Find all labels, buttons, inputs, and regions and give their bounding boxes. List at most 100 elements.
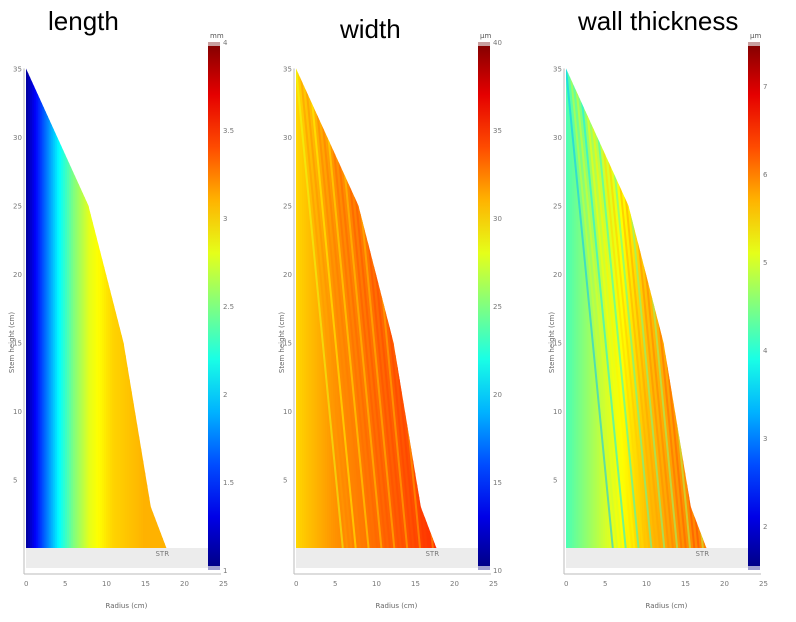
heatmap-strip [460,69,463,549]
chart-title: length [48,6,119,36]
heatmap-strip [82,68,86,548]
colorbar-cap [748,42,760,46]
colorbar-tick-label: 7 [763,83,767,91]
heatmap-strip [428,68,432,548]
length-chart: STR 0 5 10 15 20 25 5 10 15 20 25 30 35 Radius (cm) Ste… [8,32,234,610]
heatmap-strip [174,69,177,549]
heatmap-strip [90,68,93,548]
texture-streak [697,68,707,548]
heatmap-strip [49,68,52,548]
heatmap-strip [430,68,434,548]
heatmap-strip [160,68,164,548]
heatmap-strip [620,68,624,548]
heatmap-strip [105,68,109,548]
heatmap-strip [190,69,193,549]
heatmap-strip [434,68,437,548]
heatmap-strip [414,68,418,548]
heatmap-strip [368,68,371,548]
texture-streak [303,68,353,548]
heatmap-strip [424,68,428,548]
heatmap-strip [172,69,175,549]
y-tick-label: 10 [13,408,22,416]
colorbar-unit: μm [480,32,491,40]
heatmap-strip [364,68,367,548]
heatmap-strip [170,69,173,549]
heatmap-strip [336,68,340,548]
heatmap-strip [86,68,89,548]
heatmap-strip [472,69,475,549]
heatmap-strip [65,68,68,548]
heatmap-strip [94,68,97,548]
x-axis-label: Radius (cm) [106,602,148,610]
texture-streak [320,68,370,548]
colorbar-tick-label: 1.5 [223,479,234,487]
heatmap-strip [39,68,43,548]
colorbar-cap [208,566,220,570]
heatmap-strip [200,69,203,549]
heatmap-strip [315,68,319,548]
heatmap-strip [585,68,589,548]
heatmap-strip [362,68,365,548]
heatmap-strip [700,68,704,548]
heatmap-strip [325,68,328,548]
heatmap-strip [696,68,700,548]
heatmap-strip [104,68,107,548]
heatmap-strip [319,68,322,548]
heatmap-strip [41,68,45,548]
heatmap-strip [307,68,311,548]
heatmap-strip [297,68,301,548]
heatmap-strip [379,68,383,548]
x-tick-label: 20 [720,580,729,588]
heatmap-strip [102,68,105,548]
texture-streak [685,68,707,548]
colorbar-tick-label: 2.5 [223,303,234,311]
heatmap-strip [708,69,711,549]
heatmap-strip [53,68,56,548]
x-tick-label: 25 [489,580,498,588]
heatmap-strip [454,69,457,549]
texture-streak [438,69,485,549]
heatmap-strip [26,68,29,548]
colorbar-tick-label: 4 [763,347,768,355]
heatmap-strip [686,68,690,548]
texture-streak [432,68,437,548]
heatmap-strip [581,68,585,548]
heatmap-strip [354,68,358,548]
heatmap-strip [475,69,478,549]
x-tick-label: 10 [642,580,651,588]
heatmap-strip [690,68,694,548]
heatmap-strip [716,69,719,549]
heatmap-strip [186,69,189,549]
heatmap-strip [301,68,305,548]
heatmap-strip [432,68,436,548]
heatmap-strip [734,69,737,549]
base-band [566,548,755,568]
heatmap-strip [742,69,745,549]
heatmap-strip [59,68,62,548]
base-band [296,548,485,568]
texture-streak [419,68,437,548]
heatmap-strip [43,68,47,548]
heatmap-strip [178,69,181,549]
texture-streak [720,69,767,549]
heatmap-strip [452,69,455,549]
heatmap-strip [688,68,692,548]
heatmap-strip [595,68,598,548]
y-tick-label: 20 [13,271,22,279]
chart-title: wall thickness [578,6,739,36]
heatmap-strip [37,68,41,548]
heatmap-body [296,68,485,549]
heatmap-strip [203,69,206,549]
heatmap-body [26,68,206,549]
y-tick-label: 35 [283,66,292,74]
heatmap-strip [162,68,166,548]
heatmap-strip [150,68,154,548]
heatmap-strip [599,68,602,548]
heatmap-strip [571,68,575,548]
texture-streak [566,68,614,548]
y-tick-label: 10 [553,408,562,416]
heatmap-strip [438,69,441,549]
heatmap-strip [45,68,49,548]
heatmap-strip [692,68,696,548]
texture-streak [689,68,707,548]
